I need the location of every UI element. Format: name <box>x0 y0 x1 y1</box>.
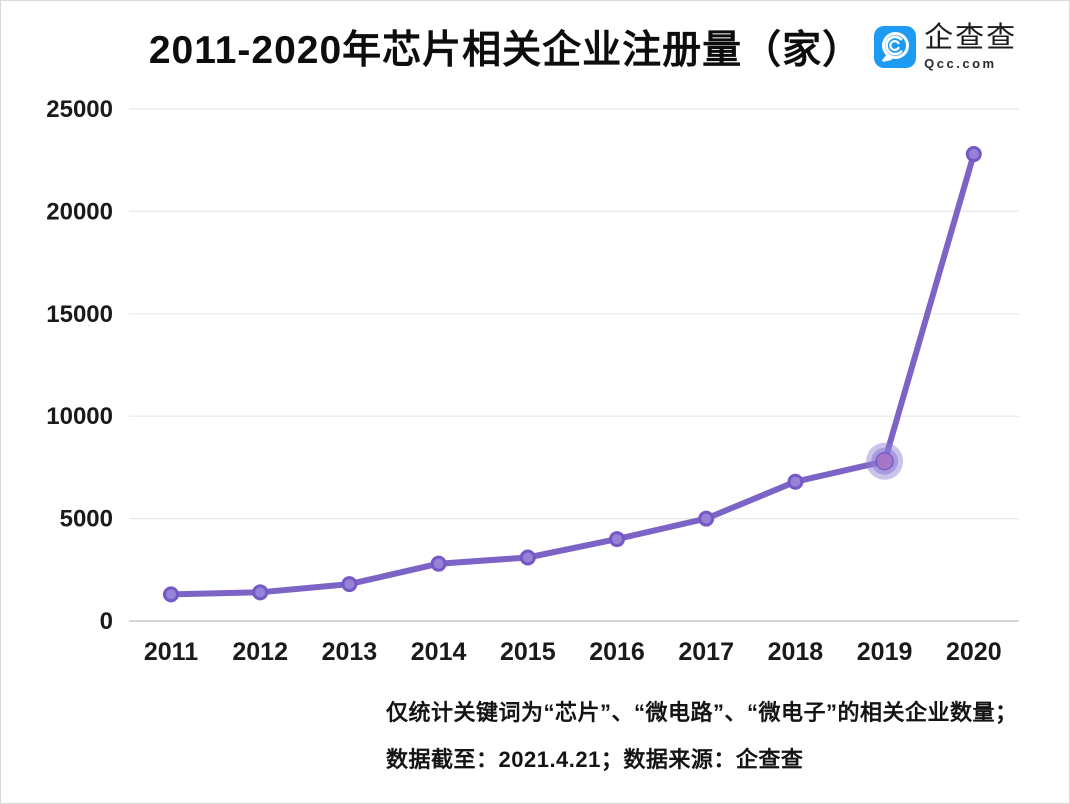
data-point-2017[interactable] <box>698 510 715 527</box>
data-point-2020[interactable] <box>965 146 982 163</box>
line-chart: 0 5000 10000 15000 20000 25000 2011 2012 2013 201… <box>46 96 1019 666</box>
x-axis-label-2016: 2016 <box>589 638 645 666</box>
chart-header: 2011-2020年芯片相关企业注册量（家） 企查查 Qcc.com <box>1 19 1069 75</box>
y-axis-label-25000: 25000 <box>46 96 113 123</box>
qcc-logo: 企查查 Qcc.com <box>874 24 1017 70</box>
x-axis-label-2017: 2017 <box>678 638 734 666</box>
data-point-2015[interactable] <box>519 549 536 566</box>
x-axis-label-2019: 2019 <box>857 638 913 666</box>
footnote-line-1: 仅统计关键词为“芯片”、“微电路”、“微电子”的相关企业数量； <box>386 700 1018 725</box>
qcc-logo-icon <box>874 26 917 68</box>
data-point-2013[interactable] <box>341 576 358 593</box>
chart-footnote: 仅统计关键词为“芯片”、“微电路”、“微电子”的相关企业数量； 数据截至：202… <box>386 695 1018 789</box>
x-axis-label-2018: 2018 <box>768 638 824 666</box>
qcc-brand-cn: 企查查 <box>924 22 1018 54</box>
qcc-brand-en: Qcc.com <box>924 56 997 71</box>
x-axis-label-2012: 2012 <box>232 638 288 666</box>
data-point-2018[interactable] <box>787 473 804 490</box>
data-point-2014[interactable] <box>430 555 447 572</box>
x-axis-label-2015: 2015 <box>500 638 556 666</box>
series-line <box>168 151 977 598</box>
page-title: 2011-2020年芯片相关企业注册量（家） <box>148 29 863 72</box>
qcc-logo-text: 企查查 Qcc.com <box>924 22 1018 71</box>
y-axis-label-20000: 20000 <box>46 198 113 225</box>
y-axis-label-0: 0 <box>100 608 113 635</box>
x-axis-label-2011: 2011 <box>144 638 198 666</box>
data-point-2016[interactable] <box>609 531 625 548</box>
x-axis-label-2014: 2014 <box>411 638 467 666</box>
data-point-2019[interactable] <box>875 452 894 471</box>
x-axis-label-2020: 2020 <box>946 638 1002 666</box>
y-axis-label-5000: 5000 <box>60 506 113 533</box>
footnote-line-2: 数据截至：2021.4.21；数据来源：企查查 <box>386 747 804 772</box>
x-axis-label-2013: 2013 <box>322 638 378 666</box>
y-axis-label-15000: 15000 <box>46 301 113 328</box>
y-axis-label-10000: 10000 <box>46 403 113 430</box>
data-point-2012[interactable] <box>252 584 269 601</box>
data-point-2011[interactable] <box>163 586 179 603</box>
